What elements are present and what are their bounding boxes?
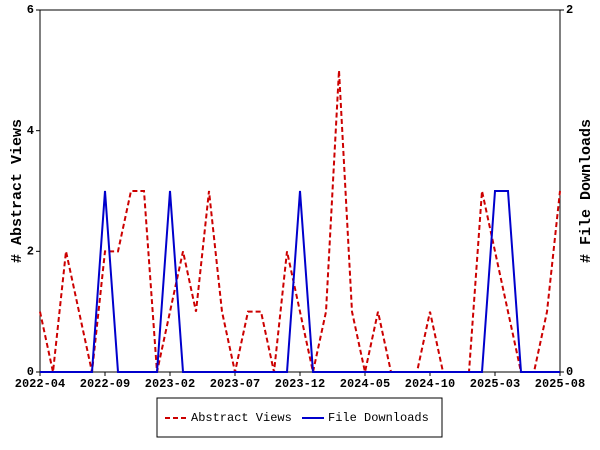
y-tick-label: 4	[27, 124, 34, 138]
legend-label: File Downloads	[328, 411, 429, 425]
x-tick-label: 2024-05	[340, 377, 390, 391]
y2-axis-title: # File Downloads	[578, 119, 595, 263]
legend-label: Abstract Views	[191, 411, 292, 425]
y-axis-title: # Abstract Views	[9, 119, 26, 263]
y-tick-label: 6	[27, 3, 34, 17]
x-tick-label: 2024-10	[405, 377, 455, 391]
x-tick-label: 2023-07	[210, 377, 260, 391]
y2-tick-label: 2	[566, 3, 573, 17]
x-tick-label: 2023-12	[275, 377, 325, 391]
x-tick-label: 2025-03	[470, 377, 520, 391]
x-tick-label: 2022-04	[15, 377, 65, 391]
legend-box	[156, 397, 443, 438]
y-tick-label: 2	[27, 245, 34, 259]
series-line	[39, 70, 561, 373]
y2-tick-label: 0	[566, 365, 573, 379]
x-tick-label: 2022-09	[80, 377, 130, 391]
y-tick-label: 0	[27, 365, 34, 379]
x-tick-label: 2025-08	[535, 377, 585, 391]
series-line	[40, 190, 560, 373]
x-tick-label: 2023-02	[145, 377, 195, 391]
